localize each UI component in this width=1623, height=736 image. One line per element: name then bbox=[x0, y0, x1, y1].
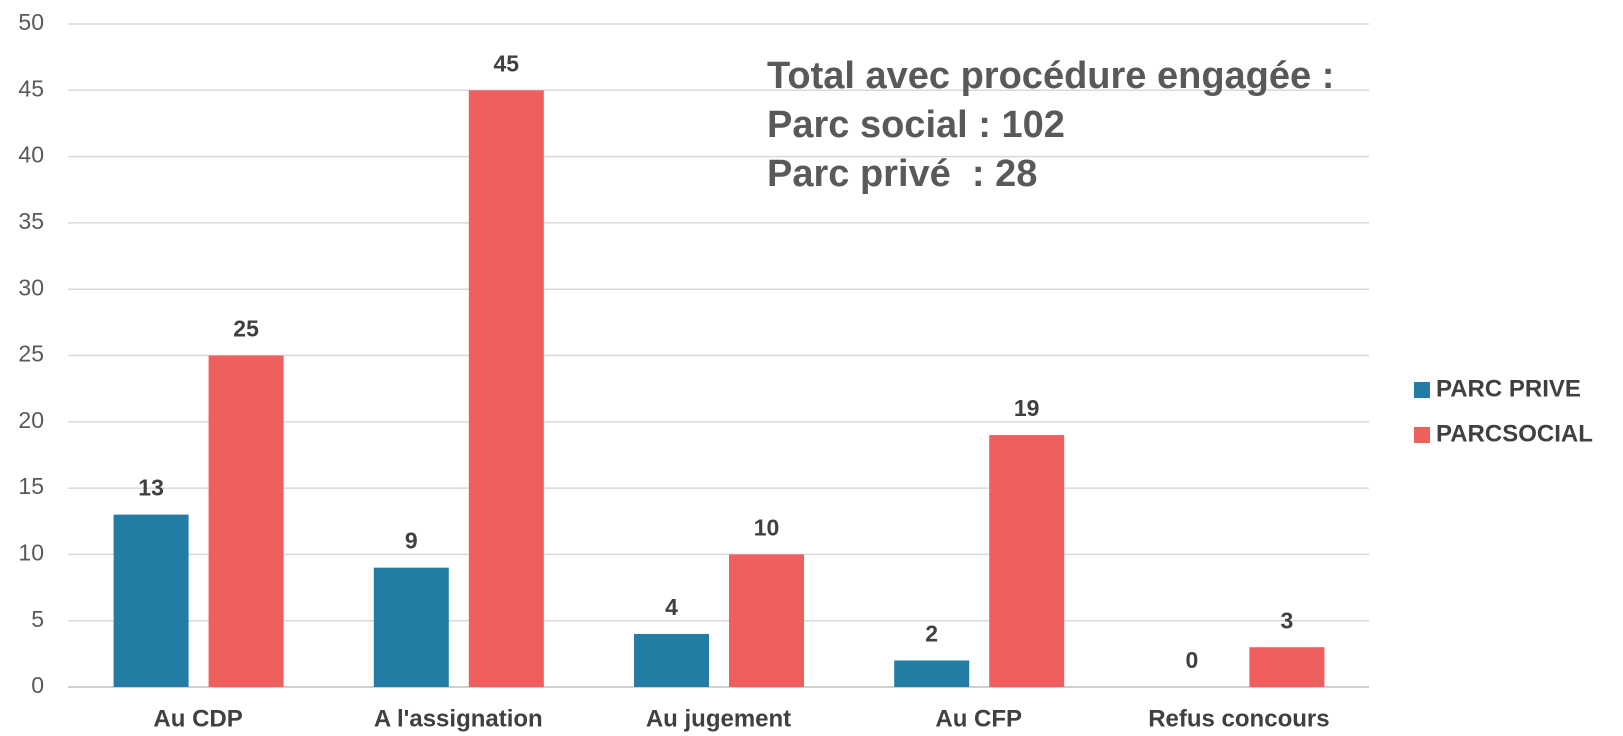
bar bbox=[729, 554, 804, 687]
x-tick-label: A l'assignation bbox=[374, 705, 543, 732]
data-label: 45 bbox=[494, 50, 520, 76]
bar bbox=[113, 514, 189, 687]
annotation: Parc social : 102 bbox=[767, 104, 1065, 146]
y-tick-label: 40 bbox=[18, 142, 44, 168]
legend-label: PARC PRIVE bbox=[1436, 375, 1581, 402]
bar bbox=[894, 660, 970, 687]
bar bbox=[208, 355, 284, 687]
annotation: Parc privé : 28 bbox=[767, 153, 1037, 195]
data-label: 9 bbox=[405, 528, 418, 554]
legend-swatch bbox=[1414, 382, 1430, 398]
data-label: 0 bbox=[1186, 647, 1199, 673]
bar bbox=[989, 435, 1065, 687]
y-tick-label: 10 bbox=[18, 539, 44, 565]
annotation: Total avec procédure engagée : bbox=[767, 55, 1334, 97]
bar bbox=[468, 90, 544, 688]
data-label: 13 bbox=[138, 475, 164, 501]
x-tick-label: Au jugement bbox=[646, 705, 791, 732]
data-label: 4 bbox=[665, 594, 678, 620]
x-tick-label: Refus concours bbox=[1148, 705, 1329, 732]
data-label: 25 bbox=[233, 316, 259, 342]
bar bbox=[1249, 647, 1325, 687]
y-tick-label: 5 bbox=[31, 606, 44, 632]
y-tick-label: 25 bbox=[18, 341, 44, 367]
y-tick-label: 15 bbox=[18, 473, 44, 499]
x-tick-label: Au CFP bbox=[935, 705, 1022, 732]
data-label: 19 bbox=[1014, 395, 1040, 421]
legend-swatch bbox=[1414, 427, 1430, 443]
y-tick-label: 45 bbox=[18, 75, 44, 101]
bar bbox=[634, 633, 709, 687]
y-tick-label: 35 bbox=[18, 208, 44, 234]
legend-label: PARCSOCIAL bbox=[1436, 420, 1593, 447]
data-label: 2 bbox=[925, 621, 938, 647]
y-tick-label: 0 bbox=[31, 672, 44, 698]
x-tick-label: Au CDP bbox=[153, 705, 242, 732]
y-tick-label: 30 bbox=[18, 274, 44, 300]
bar bbox=[373, 567, 449, 687]
y-tick-label: 50 bbox=[18, 9, 44, 35]
data-label: 3 bbox=[1281, 607, 1294, 633]
y-tick-label: 20 bbox=[18, 407, 44, 433]
data-label: 10 bbox=[754, 514, 780, 540]
